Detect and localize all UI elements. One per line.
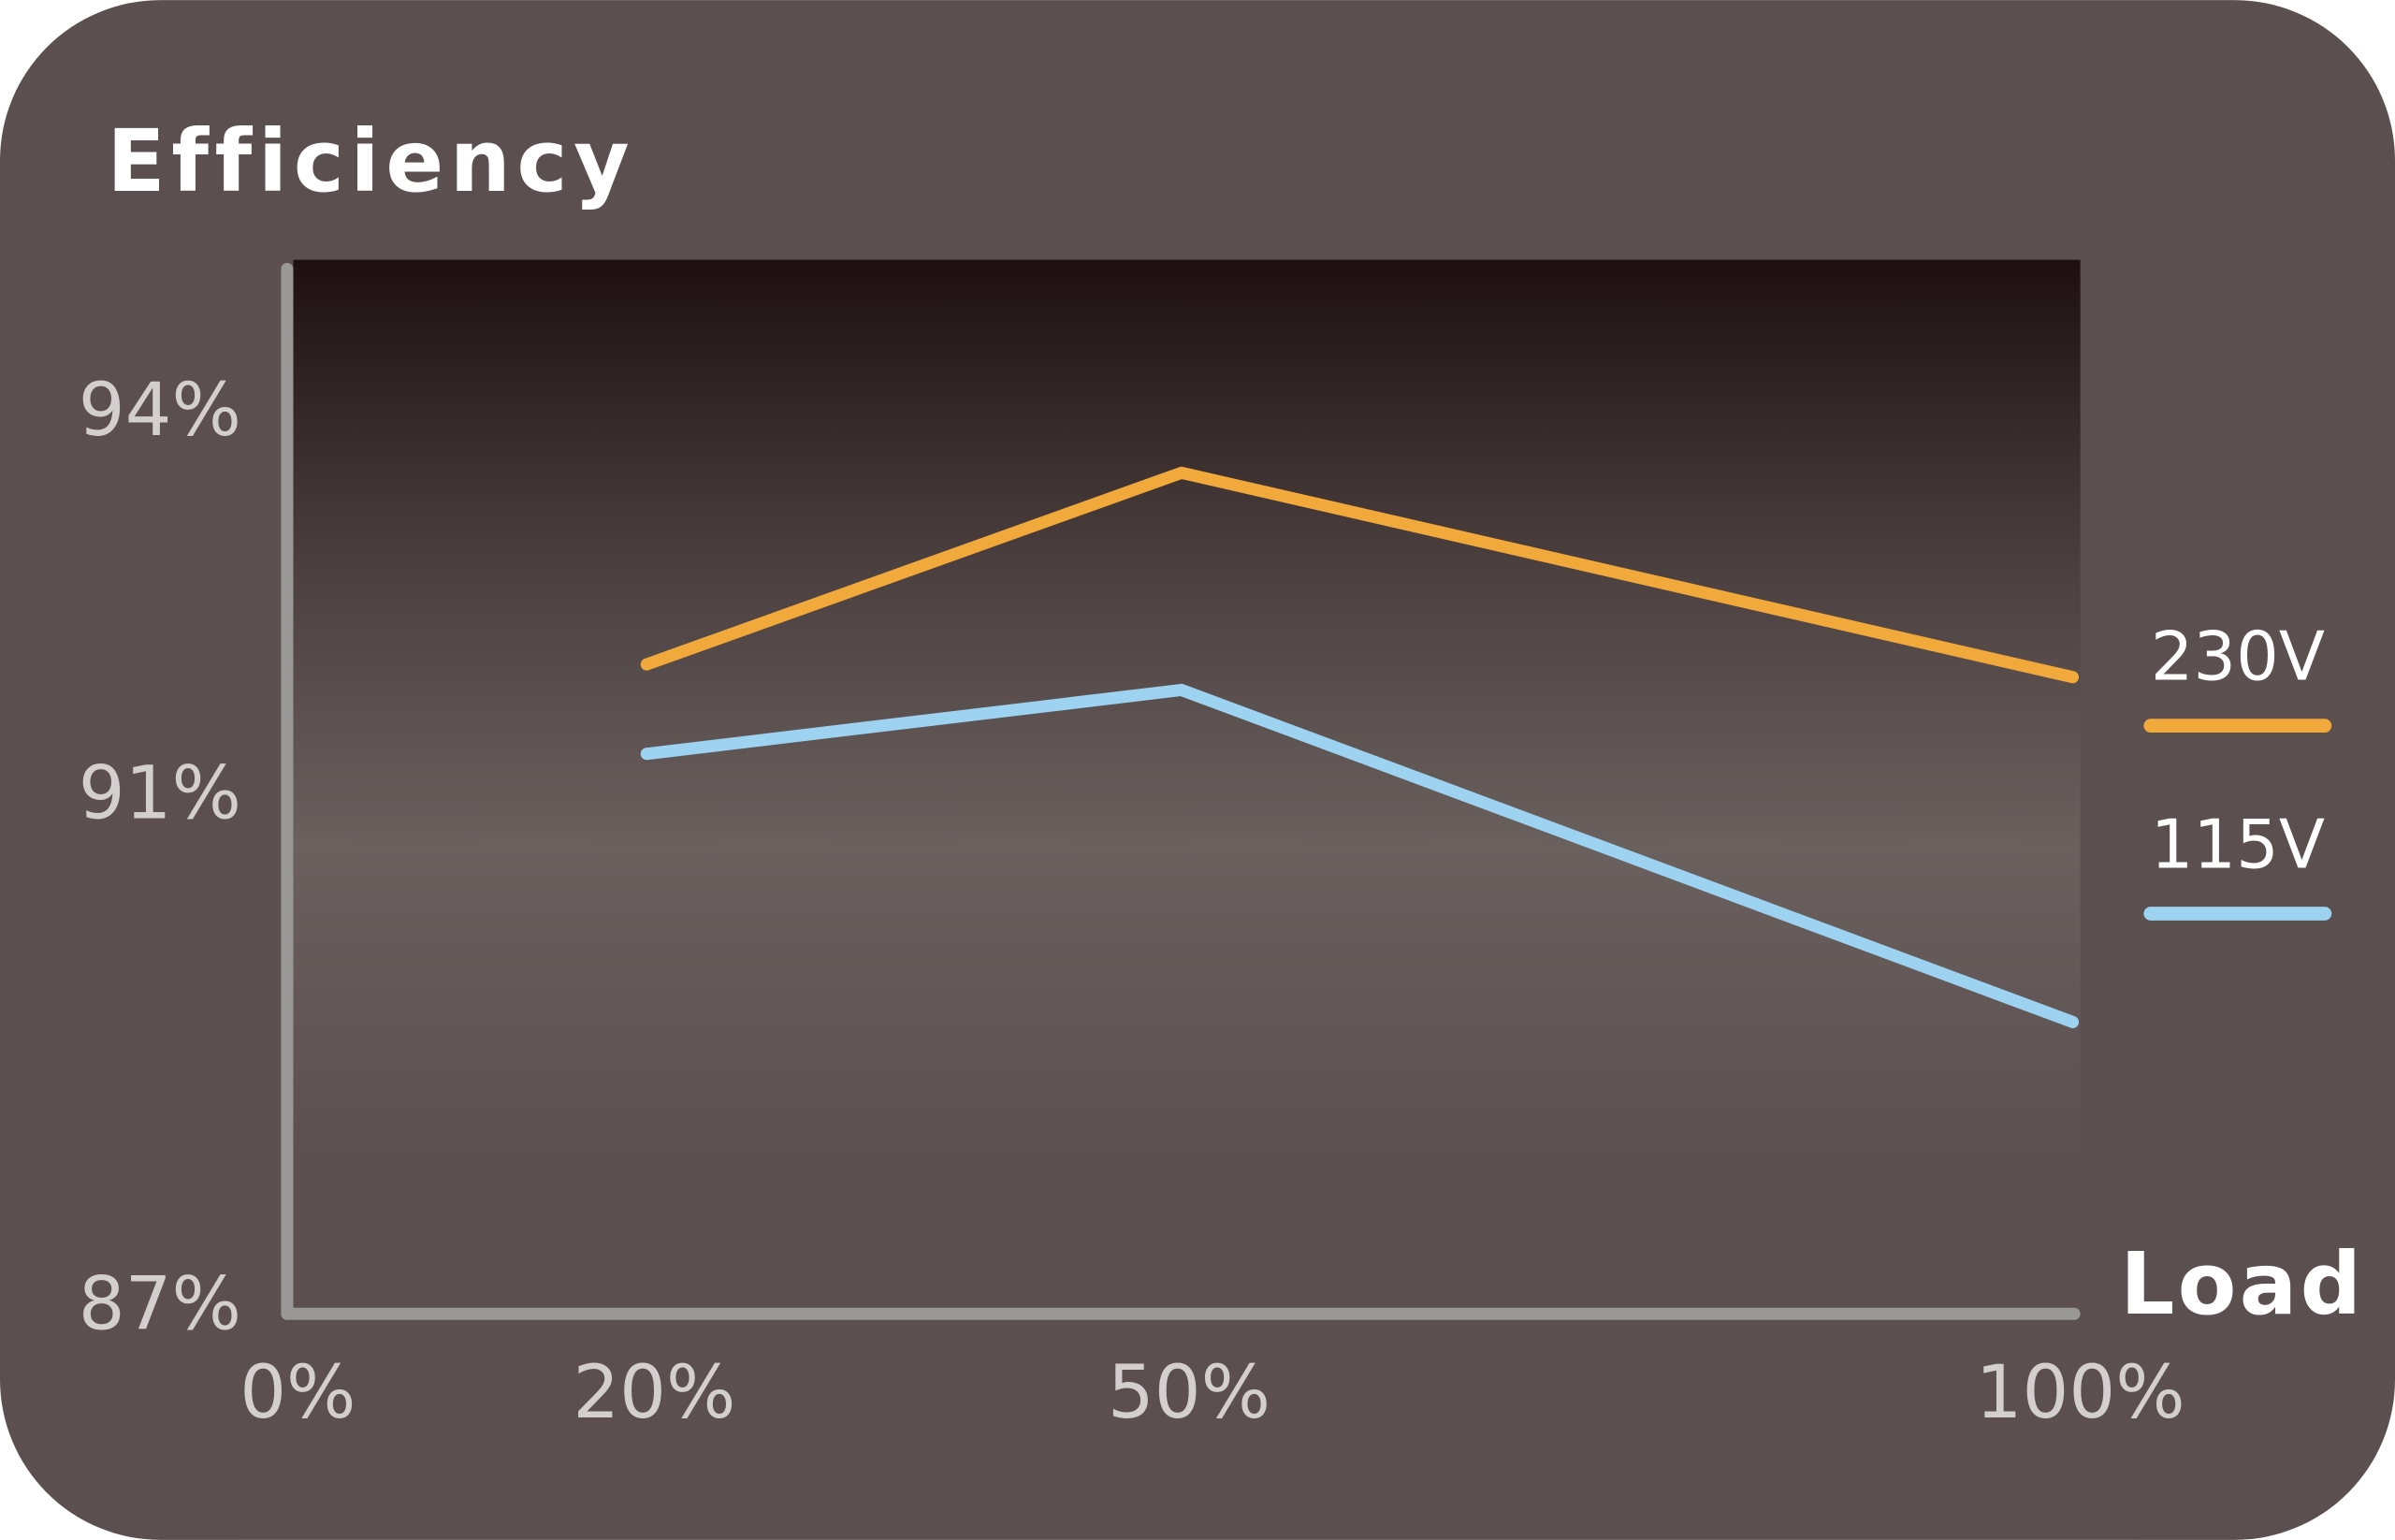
series-line (640, 466, 2080, 684)
legend-label: 115V (2151, 805, 2325, 883)
y-tick-label: 87% (79, 1262, 241, 1347)
x-axis-label: Load (2120, 1234, 2364, 1334)
y-tick-label: 94% (79, 368, 241, 453)
legend-label: 230V (2151, 617, 2325, 696)
x-tick-label: 50% (1108, 1350, 1270, 1435)
x-tick-label: 0% (240, 1350, 356, 1435)
chart-title: Efficiency (107, 111, 635, 211)
y-tick-label: 91% (79, 750, 241, 835)
plot-area (293, 259, 2081, 1161)
x-tick-label: 20% (573, 1350, 735, 1435)
x-tick-label: 100% (1976, 1350, 2185, 1435)
series-line (640, 683, 2080, 1028)
